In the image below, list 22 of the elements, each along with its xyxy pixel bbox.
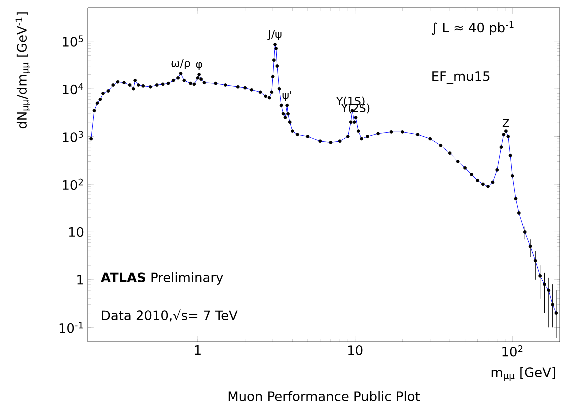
x-tick-label: 10 [348,346,363,356]
annotation: Z [502,119,510,128]
y-tick-label: 10$^{-1}$ [60,322,84,334]
annotation: ATLAS Preliminary [101,272,224,286]
annotation: J/ψ [268,30,282,41]
annotation: Data 2010,√s= 7 TeV [102,310,238,322]
annotation: ∫ L ≈ 40 pb$^{-1}$ [432,22,514,36]
y-axis-title: dN$_{μμ}$/dm$_{μμ}$ [GeV$^{-1}$] [16,12,30,129]
y-tick-label: 10 [69,227,84,238]
x-axis-title: m$_{μμ}$ [GeV] [492,367,556,381]
y-tick-label: 10$^{2}$ [63,178,84,190]
y-tick-label: 10$^{4}$ [63,84,84,95]
x-tick-label: 10$^{2}$ [502,346,523,357]
y-tick-label: 10$^{3}$ [63,131,84,142]
y-tick-label: 1 [78,275,84,285]
x-tick-label: 1 [195,346,201,355]
annotation: ψ' [282,91,292,102]
annotation: φ [196,62,202,71]
y-tick-label: 10$^{5}$ [63,36,84,47]
annotation: ω/ρ [172,59,190,70]
annotation: EF_mu15 [432,72,490,84]
text: Muon Performance Public Plot [228,391,420,402]
